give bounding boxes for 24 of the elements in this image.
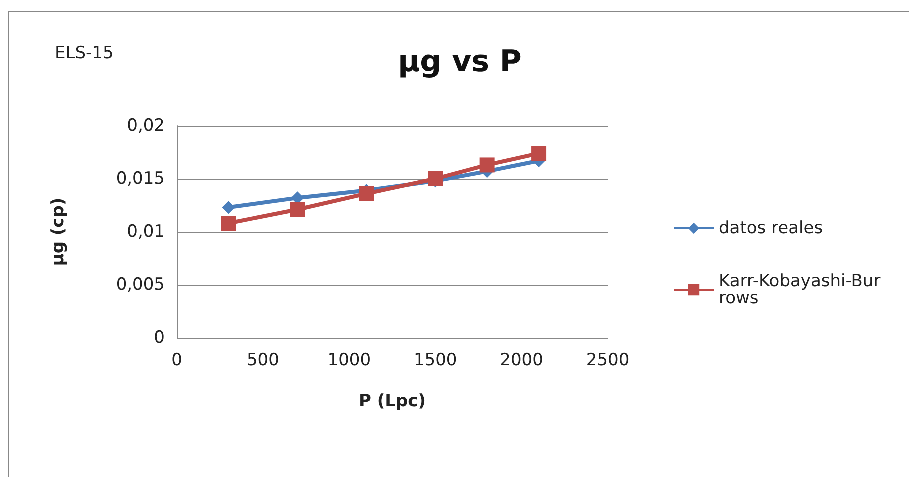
- x-tick-label: 1000: [328, 350, 372, 370]
- x-tick-label: 0: [172, 350, 182, 370]
- chart-title: µg vs P: [398, 44, 522, 80]
- point: [428, 172, 444, 186]
- legend-label: datos reales: [719, 218, 824, 238]
- x-tick-label: 2000: [500, 350, 544, 370]
- point: [480, 158, 495, 173]
- y-tick-label: 0,02: [127, 116, 165, 136]
- legend-label: Karr-Kobayashi-Burrows: [719, 272, 881, 308]
- point: [290, 202, 306, 218]
- point: [222, 201, 236, 214]
- x-tick-label: 2500: [586, 350, 630, 370]
- y-tick-label: 0,015: [116, 169, 165, 189]
- y-axis-title: µg (cp): [48, 198, 68, 266]
- point: [221, 216, 236, 232]
- x-axis-title: P (Lpc): [359, 392, 426, 412]
- text: ELS-15: [55, 44, 114, 64]
- y-tick-label: 0,01: [127, 222, 165, 242]
- point: [532, 146, 547, 162]
- x-tick-label: 500: [246, 350, 280, 370]
- y-tick-label: 0: [154, 328, 165, 348]
- x-tick-label: 1500: [414, 350, 458, 370]
- point: [359, 186, 374, 202]
- y-tick-label: 0,005: [116, 275, 165, 295]
